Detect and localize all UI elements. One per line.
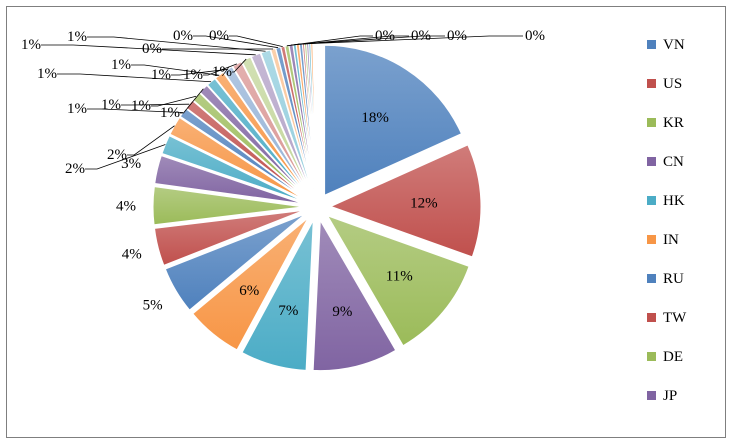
legend-label: KR xyxy=(663,115,684,131)
data-label: 4% xyxy=(116,198,136,214)
legend-swatch xyxy=(647,40,656,49)
data-label: 1% xyxy=(131,98,151,114)
data-label: 1% xyxy=(151,67,171,83)
pie-slice xyxy=(329,144,482,258)
data-label: 12% xyxy=(410,196,438,212)
data-label: 1% xyxy=(101,97,121,113)
pie-slice xyxy=(192,217,309,351)
data-label: 0% xyxy=(375,28,395,44)
legend-label: US xyxy=(663,76,682,92)
pie-slice xyxy=(179,107,306,200)
data-label: 4% xyxy=(122,247,142,263)
legend-label: VN xyxy=(663,37,685,53)
legend-label: TW xyxy=(663,310,687,326)
legend-swatch xyxy=(647,235,656,244)
leader-line xyxy=(203,63,238,76)
leader-line xyxy=(232,58,247,73)
data-label: 11% xyxy=(386,268,413,284)
legend-swatch xyxy=(647,196,656,205)
legend-swatch xyxy=(647,391,656,400)
leader-line xyxy=(286,35,373,47)
pie-slice xyxy=(164,213,306,311)
leader-line xyxy=(290,35,409,46)
data-label: 6% xyxy=(239,283,259,299)
pie-slices xyxy=(152,42,482,372)
data-label: 1% xyxy=(212,64,232,80)
data-labels: 18%12%11%9%7%6%5%4%4%3%2%2%1% 1% 1% 1%1%1%1… xyxy=(21,28,545,320)
legend-swatch xyxy=(647,79,656,88)
data-label: 5% xyxy=(143,297,163,313)
legend-label: RU xyxy=(663,271,684,287)
pie-slice xyxy=(326,215,470,347)
data-label: 0% xyxy=(173,28,193,44)
data-label: 1% xyxy=(67,29,87,45)
leader-line xyxy=(41,44,256,56)
pie-slice xyxy=(152,186,304,226)
data-label: 0% xyxy=(411,28,431,44)
legend-label: IN xyxy=(663,232,679,248)
leader-lines xyxy=(41,35,523,170)
data-label: 9% xyxy=(332,304,352,320)
data-label: 0% xyxy=(209,28,229,44)
data-label: 2% xyxy=(65,161,85,177)
chart-frame: 18% 12% 11% 9% 7% 6% 5% 4% 4% 3% 2% 2% 1% 1% 1% 1% 1% 1% 1… xyxy=(6,6,726,438)
leader-line xyxy=(57,73,212,83)
legend-swatch xyxy=(647,157,656,166)
pie-slice xyxy=(169,116,306,201)
data-label: 0% xyxy=(525,28,545,44)
leader-line xyxy=(87,108,183,113)
data-label: 1% xyxy=(37,66,57,82)
data-label: 3% xyxy=(121,156,141,172)
data-label: 18% xyxy=(361,110,389,126)
pie-slice xyxy=(241,220,314,371)
data-label: 1% xyxy=(111,57,131,73)
pie-chart: 18%12%11%9%7%6%5%4%4%3%2%2%1% 1% 1% 1%1%1%1… xyxy=(21,28,687,404)
leader-line xyxy=(180,88,204,114)
pie-slice xyxy=(161,135,305,203)
data-label: 2% xyxy=(107,147,127,163)
leader-line xyxy=(87,36,266,52)
leader-line xyxy=(127,125,175,156)
leader-line xyxy=(85,144,166,170)
leader-line xyxy=(171,68,228,76)
legend-swatch xyxy=(647,352,656,361)
data-label: 1% xyxy=(160,105,180,121)
legend-label: CN xyxy=(663,154,684,170)
pie-slice xyxy=(153,209,304,266)
legend-swatch xyxy=(647,274,656,283)
leader-line xyxy=(294,35,445,45)
pie-slice xyxy=(324,44,463,197)
legend-swatch xyxy=(647,313,656,322)
leader-line xyxy=(297,35,523,45)
leader-line xyxy=(193,35,279,49)
legend: VN US KR CN HK IN RU TW DE JP xyxy=(647,37,687,404)
leader-line xyxy=(151,95,197,107)
legend-label: HK xyxy=(663,193,685,209)
data-label: 7% xyxy=(278,303,298,319)
leader-line xyxy=(131,64,220,76)
pie-slice xyxy=(312,218,397,372)
data-label: 0% xyxy=(447,28,467,44)
pie-slice xyxy=(199,84,308,198)
legend-label: DE xyxy=(663,349,683,365)
data-label: 0% xyxy=(142,41,162,57)
leader-line xyxy=(229,35,283,48)
pie-slice xyxy=(185,99,307,199)
data-label: 1% xyxy=(183,67,203,83)
pie-slice xyxy=(232,60,311,196)
legend-swatch xyxy=(647,118,656,127)
legend-label: JP xyxy=(663,388,677,404)
data-label: 1% xyxy=(21,37,41,53)
pie-slice xyxy=(154,154,304,205)
data-label: 1% xyxy=(67,101,87,117)
leader-line xyxy=(121,103,190,106)
